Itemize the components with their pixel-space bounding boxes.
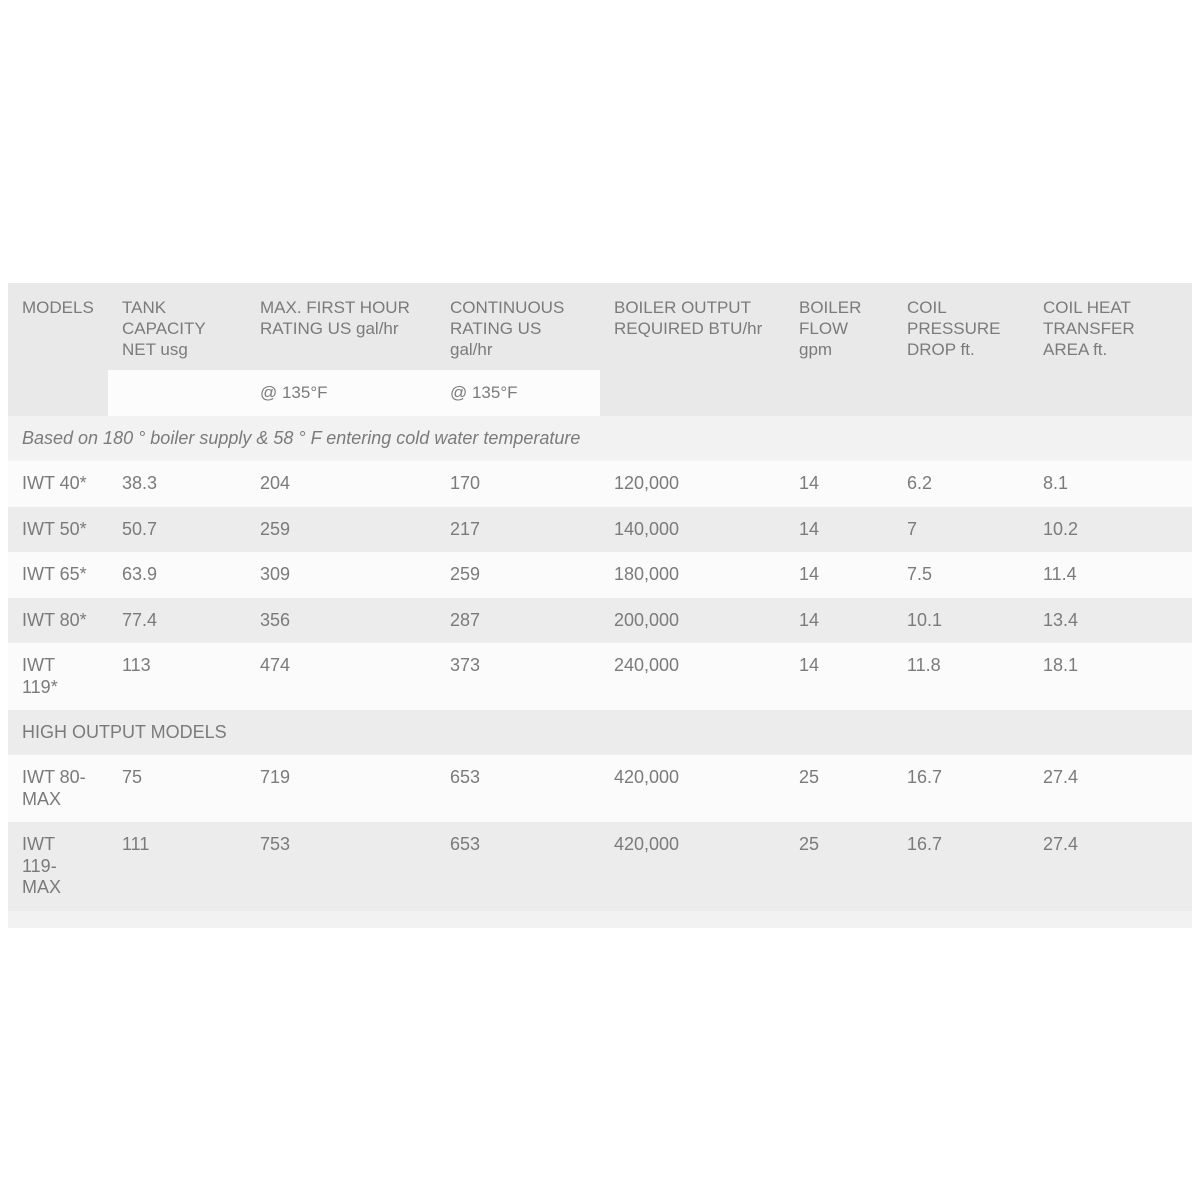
coil-pressure-drop-cell: 16.7 — [893, 822, 1029, 911]
coil-pressure-drop-cell: 7.5 — [893, 552, 1029, 598]
max-first-hour-cell: 309 — [246, 552, 436, 598]
continuous-rating-cell: 170 — [436, 461, 600, 507]
max-first-hour-cell: 259 — [246, 506, 436, 552]
subheader-cell-coil-heat-transfer — [1029, 370, 1192, 416]
tank-capacity-cell: 50.7 — [108, 506, 246, 552]
coil-pressure-drop-cell: 10.1 — [893, 597, 1029, 643]
max-first-hour-cell: 753 — [246, 822, 436, 911]
continuous-rating-cell: 653 — [436, 822, 600, 911]
table-row: IWT 119-MAX 111 753 653 420,000 25 16.7 … — [8, 822, 1192, 911]
model-cell: IWT 80* — [8, 597, 108, 643]
subheader-cell-boiler-output — [600, 370, 785, 416]
tank-capacity-cell: 63.9 — [108, 552, 246, 598]
subheader-cell-coil-pressure-drop — [893, 370, 1029, 416]
coil-heat-transfer-cell: 8.1 — [1029, 461, 1192, 507]
coil-pressure-drop-cell: 6.2 — [893, 461, 1029, 507]
tank-capacity-cell: 77.4 — [108, 597, 246, 643]
column-header-coil-pressure-drop: COIL PRESSURE DROP ft. — [893, 283, 1029, 370]
boiler-flow-cell: 25 — [785, 755, 893, 822]
coil-pressure-drop-cell: 16.7 — [893, 755, 1029, 822]
max-first-hour-cell: 204 — [246, 461, 436, 507]
coil-heat-transfer-cell: 27.4 — [1029, 822, 1192, 911]
model-cell: IWT 119-MAX — [8, 822, 108, 911]
boiler-output-cell: 200,000 — [600, 597, 785, 643]
continuous-rating-cell: 653 — [436, 755, 600, 822]
max-first-hour-cell: 474 — [246, 643, 436, 710]
max-first-hour-cell: 719 — [246, 755, 436, 822]
tank-capacity-cell: 113 — [108, 643, 246, 710]
coil-heat-transfer-cell: 13.4 — [1029, 597, 1192, 643]
continuous-rating-cell: 373 — [436, 643, 600, 710]
boiler-flow-cell: 14 — [785, 552, 893, 598]
tank-capacity-cell: 38.3 — [108, 461, 246, 507]
table-row: IWT 119* 113 474 373 240,000 14 11.8 18.… — [8, 643, 1192, 710]
table-row: IWT 40* 38.3 204 170 120,000 14 6.2 8.1 — [8, 461, 1192, 507]
max-first-hour-cell: 356 — [246, 597, 436, 643]
coil-heat-transfer-cell: 18.1 — [1029, 643, 1192, 710]
column-header-boiler-output: BOILER OUTPUT REQUIRED BTU/hr — [600, 283, 785, 370]
boiler-flow-cell: 25 — [785, 822, 893, 911]
tank-capacity-cell: 75 — [108, 755, 246, 822]
model-cell: IWT 65* — [8, 552, 108, 598]
boiler-flow-cell: 14 — [785, 461, 893, 507]
coil-heat-transfer-cell: 27.4 — [1029, 755, 1192, 822]
subheader-cell-max-first-hour: @ 135°F — [246, 370, 436, 416]
table-row: IWT 80* 77.4 356 287 200,000 14 10.1 13.… — [8, 597, 1192, 643]
boiler-flow-cell: 14 — [785, 643, 893, 710]
coil-heat-transfer-cell: 10.2 — [1029, 506, 1192, 552]
spec-table: MODELS TANK CAPACITY NET usg MAX. FIRST … — [8, 283, 1192, 911]
continuous-rating-cell: 287 — [436, 597, 600, 643]
boiler-output-cell: 180,000 — [600, 552, 785, 598]
boiler-output-cell: 420,000 — [600, 822, 785, 911]
model-cell: IWT 40* — [8, 461, 108, 507]
table-row: IWT 80-MAX 75 719 653 420,000 25 16.7 27… — [8, 755, 1192, 822]
column-header-coil-heat-transfer: COIL HEAT TRANSFER AREA ft. — [1029, 283, 1192, 370]
column-header-max-first-hour: MAX. FIRST HOUR RATING US gal/hr — [246, 283, 436, 370]
coil-heat-transfer-cell: 11.4 — [1029, 552, 1192, 598]
continuous-rating-cell: 217 — [436, 506, 600, 552]
column-header-continuous-rating: CONTINUOUS RATING US gal/hr — [436, 283, 600, 370]
boiler-flow-cell: 14 — [785, 506, 893, 552]
note-text: Based on 180 ° boiler supply & 58 ° F en… — [8, 416, 1192, 461]
column-header-tank-capacity: TANK CAPACITY NET usg — [108, 283, 246, 370]
table-row: IWT 65* 63.9 309 259 180,000 14 7.5 11.4 — [8, 552, 1192, 598]
boiler-output-cell: 420,000 — [600, 755, 785, 822]
boiler-output-cell: 140,000 — [600, 506, 785, 552]
column-header-models: MODELS — [8, 283, 108, 370]
column-header-boiler-flow: BOILER FLOW gpm — [785, 283, 893, 370]
tank-capacity-cell: 111 — [108, 822, 246, 911]
model-cell: IWT 80-MAX — [8, 755, 108, 822]
continuous-rating-cell: 259 — [436, 552, 600, 598]
spec-table-container: MODELS TANK CAPACITY NET usg MAX. FIRST … — [8, 283, 1192, 928]
subheader-cell-boiler-flow — [785, 370, 893, 416]
coil-pressure-drop-cell: 11.8 — [893, 643, 1029, 710]
model-cell: IWT 50* — [8, 506, 108, 552]
note-row: Based on 180 ° boiler supply & 58 ° F en… — [8, 416, 1192, 461]
section-header-row: HIGH OUTPUT MODELS — [8, 710, 1192, 755]
section-header-label: HIGH OUTPUT MODELS — [8, 710, 1192, 755]
model-cell: IWT 119* — [8, 643, 108, 710]
coil-pressure-drop-cell: 7 — [893, 506, 1029, 552]
header-row: MODELS TANK CAPACITY NET usg MAX. FIRST … — [8, 283, 1192, 370]
subheader-cell-continuous-rating: @ 135°F — [436, 370, 600, 416]
boiler-output-cell: 120,000 — [600, 461, 785, 507]
subheader-row: @ 135°F @ 135°F — [8, 370, 1192, 416]
subheader-cell-models — [8, 370, 108, 416]
boiler-flow-cell: 14 — [785, 597, 893, 643]
table-row: IWT 50* 50.7 259 217 140,000 14 7 10.2 — [8, 506, 1192, 552]
boiler-output-cell: 240,000 — [600, 643, 785, 710]
subheader-cell-tank-capacity — [108, 370, 246, 416]
